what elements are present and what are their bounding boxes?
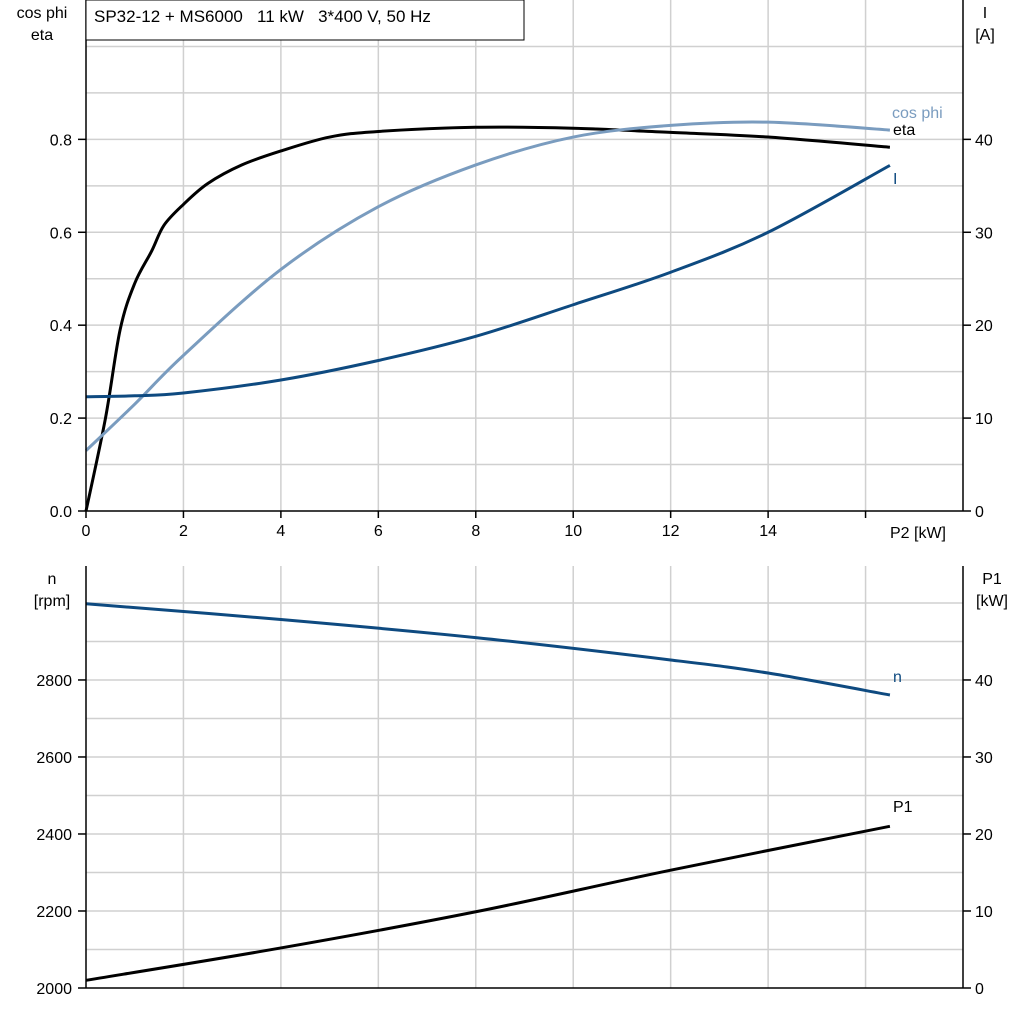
- y-tick-label-left: 0.0: [50, 504, 72, 521]
- y-tick-label-right: 20: [975, 318, 993, 335]
- x-tick-label: 6: [374, 523, 383, 540]
- chart-title: SP32-12 + MS6000 11 kW 3*400 V, 50 Hz: [94, 7, 431, 26]
- top-right-axis-label-1: I: [983, 5, 987, 22]
- x-axis-label: P2 [kW]: [890, 525, 946, 542]
- top-left-axis-label-2: eta: [31, 27, 53, 44]
- y-tick-label-right: 0: [975, 504, 984, 521]
- series-line-n: [85, 602, 891, 697]
- bottom-right-axis-label-1: P1: [982, 571, 1002, 588]
- x-tick-label: 2: [179, 523, 188, 540]
- tick-labels: 0.0 0.2 0.4 0.6 0.8 0 10 20 30 40 0 2 4 6 8 10 12 14 2000 2…: [36, 132, 992, 998]
- y-tick-label-right: 30: [975, 225, 993, 242]
- y-tick-label-left: 0.6: [50, 225, 72, 242]
- series-label-i: I: [893, 171, 897, 188]
- series-line-cos-phi: [84, 120, 891, 452]
- y-tick-label-left: 0.4: [50, 318, 72, 335]
- series-line-p1: [85, 824, 891, 982]
- bottom-left-axis-label-1: n: [48, 571, 57, 588]
- bottom-grid: [86, 566, 963, 988]
- x-tick-label: 8: [471, 523, 480, 540]
- y-tick-label-left: 2600: [36, 750, 72, 767]
- title-box: [85, 0, 525, 41]
- top-right-axis-label-2: [A]: [975, 27, 995, 44]
- bottom-left-axis-label-2: [rpm]: [34, 593, 70, 610]
- series-label-eta: eta: [893, 122, 915, 139]
- y-tick-label-right: 10: [975, 411, 993, 428]
- y-tick-label-right: 40: [975, 132, 993, 149]
- bottom-right-axis-label-2: [kW]: [976, 593, 1008, 610]
- curves: [84, 120, 891, 982]
- x-tick-label: 0: [82, 523, 91, 540]
- series-line-i: [85, 164, 891, 399]
- y-tick-label-right: 40: [975, 673, 993, 690]
- y-tick-label-left: 2800: [36, 673, 72, 690]
- y-tick-label-left: 2400: [36, 827, 72, 844]
- top-grid: [86, 0, 963, 511]
- top-plot-frame: [86, 0, 963, 511]
- x-tick-label: 10: [564, 523, 582, 540]
- x-tick-label: 4: [276, 523, 285, 540]
- y-tick-label-right: 0: [975, 981, 984, 998]
- x-tick-label: 12: [662, 523, 680, 540]
- y-tick-label-right: 20: [975, 827, 993, 844]
- y-tick-label-left: 2000: [36, 981, 72, 998]
- series-line-eta: [84, 125, 891, 512]
- y-tick-label-left: 0.8: [50, 132, 72, 149]
- series-label-n: n: [893, 669, 902, 686]
- series-label-p1: P1: [893, 799, 913, 816]
- top-left-axis-label-1: cos phi: [17, 5, 68, 22]
- y-tick-label-right: 10: [975, 904, 993, 921]
- x-tick-label: 14: [759, 523, 777, 540]
- y-tick-label-right: 30: [975, 750, 993, 767]
- y-tick-label-left: 2200: [36, 904, 72, 921]
- y-tick-label-left: 0.2: [50, 411, 72, 428]
- series-label-cos-phi: cos phi: [892, 105, 943, 122]
